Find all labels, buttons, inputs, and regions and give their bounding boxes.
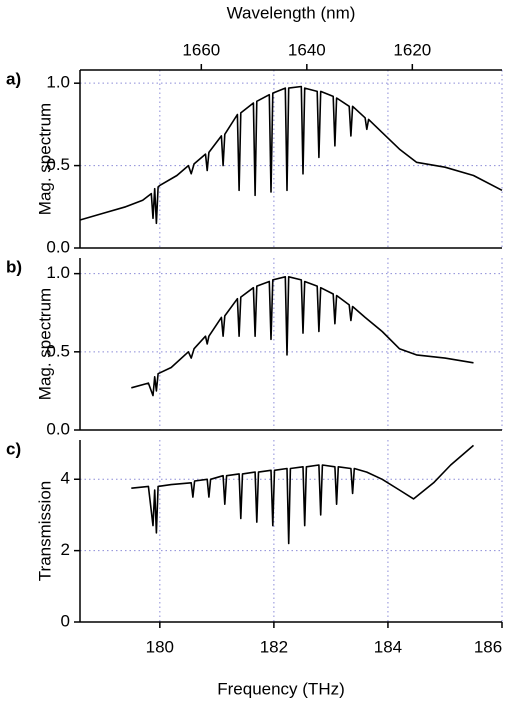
- x-tick-label: 186: [474, 637, 502, 656]
- y-tick-label: 0.0: [46, 237, 70, 256]
- spectrum-line: [131, 444, 475, 545]
- x-tick-label: 184: [374, 637, 402, 656]
- x-axis-label: Frequency (THz): [217, 679, 345, 698]
- y-tick-label: 0.5: [46, 341, 70, 360]
- panel-label: a): [6, 69, 21, 88]
- panel-label: c): [6, 439, 21, 458]
- x-tick-label: 182: [260, 637, 288, 656]
- spectrum-line: [79, 85, 503, 225]
- y-tick-label: 4: [61, 469, 70, 488]
- y-tick-label: 1.0: [46, 263, 70, 282]
- y-tick-label: 0.0: [46, 419, 70, 438]
- y-tick-label: 0.5: [46, 155, 70, 174]
- y-tick-label: 1.0: [46, 73, 70, 92]
- y-axis-label: Transmission: [35, 481, 54, 581]
- spectrum-line: [131, 276, 474, 397]
- x2-tick-label: 1660: [182, 40, 220, 59]
- x2-tick-label: 1640: [288, 40, 326, 59]
- x2-tick-label: 1620: [393, 40, 431, 59]
- x2-axis-label: Wavelength (nm): [227, 3, 356, 22]
- y-tick-label: 2: [61, 540, 70, 559]
- y-axis-label: Mag. spectrum: [35, 288, 54, 400]
- x-tick-label: 180: [146, 637, 174, 656]
- y-tick-label: 0: [61, 611, 70, 630]
- panel-label: b): [6, 257, 22, 276]
- y-axis-label: Mag. spectrum: [35, 103, 54, 215]
